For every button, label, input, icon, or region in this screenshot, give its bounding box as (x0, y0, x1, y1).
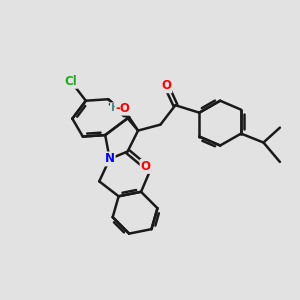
Text: H: H (111, 103, 119, 113)
Text: O: O (161, 79, 171, 92)
Text: -O: -O (116, 102, 130, 115)
Text: N: N (105, 152, 115, 166)
Text: O: O (140, 160, 151, 173)
Text: Cl: Cl (64, 75, 77, 88)
